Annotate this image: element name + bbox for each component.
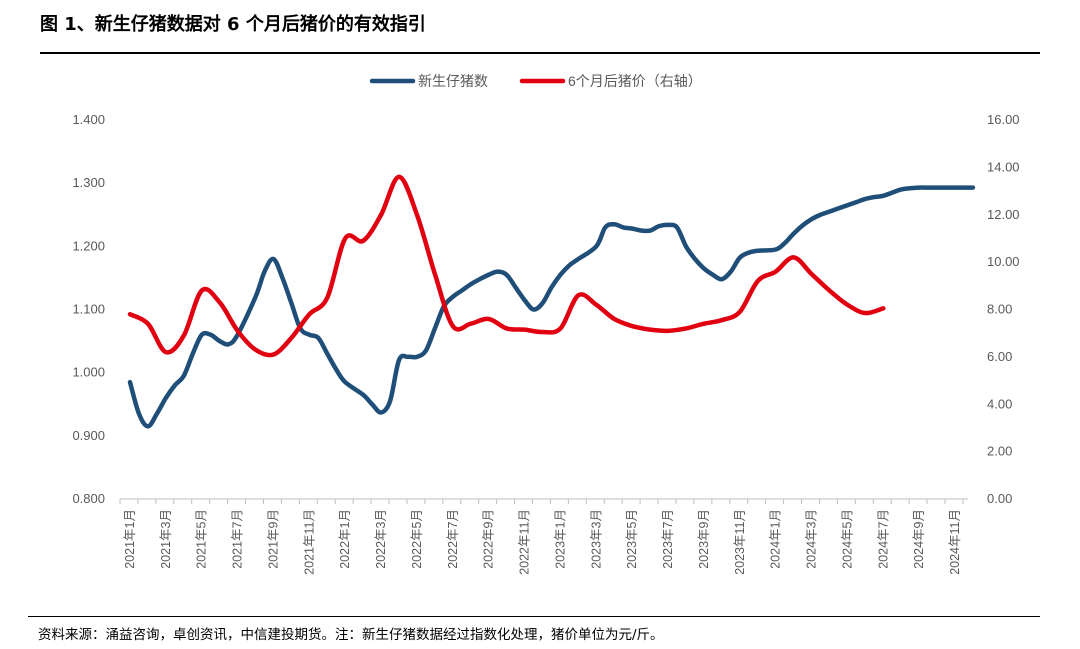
dual-axis-line-chart: 新生仔猪数 6个月后猪价（右轴） 2021年1月 2021年3月 2021年5月 202…: [72, 73, 1019, 575]
chart-axes: 2021年1月 2021年3月 2021年5月 2021年7月 2021年9月 2021年…: [72, 112, 1019, 575]
x-tick-label: 2021年7月: [231, 509, 245, 569]
y-right-tick-label: 10.00: [987, 254, 1020, 269]
y-right-tick-label: 6.00: [987, 349, 1012, 364]
series-line-hog-price: [127, 174, 886, 358]
legend-item-piglets-label: 新生仔猪数: [418, 73, 488, 89]
x-tick-label: 2022年3月: [374, 509, 388, 569]
x-tick-label: 2024年9月: [912, 509, 926, 569]
x-tick-label: 2021年9月: [266, 509, 280, 569]
x-tick-label: 2022年11月: [518, 509, 532, 575]
y-right-tick-label: 0.00: [987, 491, 1012, 506]
figure-title: 图 1、新生仔猪数据对 6 个月后猪价的有效指引: [40, 14, 426, 35]
source-note: 资料来源：涌益咨询，卓创资讯，中信建投期货。注：新生仔猪数据经过指数化处理，猪价…: [38, 627, 664, 643]
x-tick-label: 2022年5月: [410, 509, 424, 569]
legend-item-hog-price-label: 6个月后猪价（右轴）: [568, 73, 702, 89]
y-left-tick-label: 1.400: [72, 112, 105, 127]
y-left-tick-label: 0.800: [72, 491, 105, 506]
x-tick-label: 2023年1月: [553, 509, 567, 569]
x-tick-label: 2022年1月: [338, 509, 352, 569]
x-tick-label: 2021年11月: [302, 509, 316, 575]
x-tick-label: 2024年1月: [769, 509, 783, 569]
chart-legend: 新生仔猪数 6个月后猪价（右轴）: [369, 73, 702, 89]
y-right-tick-label: 16.00: [987, 112, 1020, 127]
x-tick-label: 2023年11月: [733, 509, 747, 575]
x-tick-label: 2022年7月: [446, 509, 460, 569]
x-tick-label: 2024年11月: [948, 509, 962, 575]
chart-series-layer: [127, 174, 976, 429]
x-tick-label: 2021年3月: [159, 509, 173, 569]
x-tick-label: 2024年5月: [840, 509, 854, 569]
y-right-tick-label: 8.00: [987, 302, 1012, 317]
series-line-piglets: [127, 185, 976, 429]
y-left-tick-label: 0.900: [72, 428, 105, 443]
x-tick-label: 2024年7月: [876, 509, 890, 569]
x-tick-label: 2024年3月: [805, 509, 819, 569]
x-tick-label: 2021年5月: [195, 509, 209, 569]
y-right-tick-label: 12.00: [987, 207, 1020, 222]
x-tick-label: 2022年9月: [482, 509, 496, 569]
bottom-rule: [28, 616, 1040, 617]
y-left-tick-label: 1.000: [72, 365, 105, 380]
x-tick-label: 2021年1月: [123, 509, 137, 569]
x-tick-label: 2023年7月: [661, 509, 675, 569]
y-right-tick-label: 2.00: [987, 444, 1012, 459]
y-right-tick-label: 4.00: [987, 396, 1012, 411]
x-tick-label: 2023年3月: [589, 509, 603, 569]
y-left-tick-label: 1.300: [72, 175, 105, 190]
y-left-tick-label: 1.100: [72, 302, 105, 317]
x-tick-label: 2023年9月: [697, 509, 711, 569]
y-right-tick-label: 14.00: [987, 159, 1020, 174]
top-rule: [40, 52, 1040, 54]
x-tick-label: 2023年5月: [625, 509, 639, 569]
y-left-tick-label: 1.200: [72, 238, 105, 253]
